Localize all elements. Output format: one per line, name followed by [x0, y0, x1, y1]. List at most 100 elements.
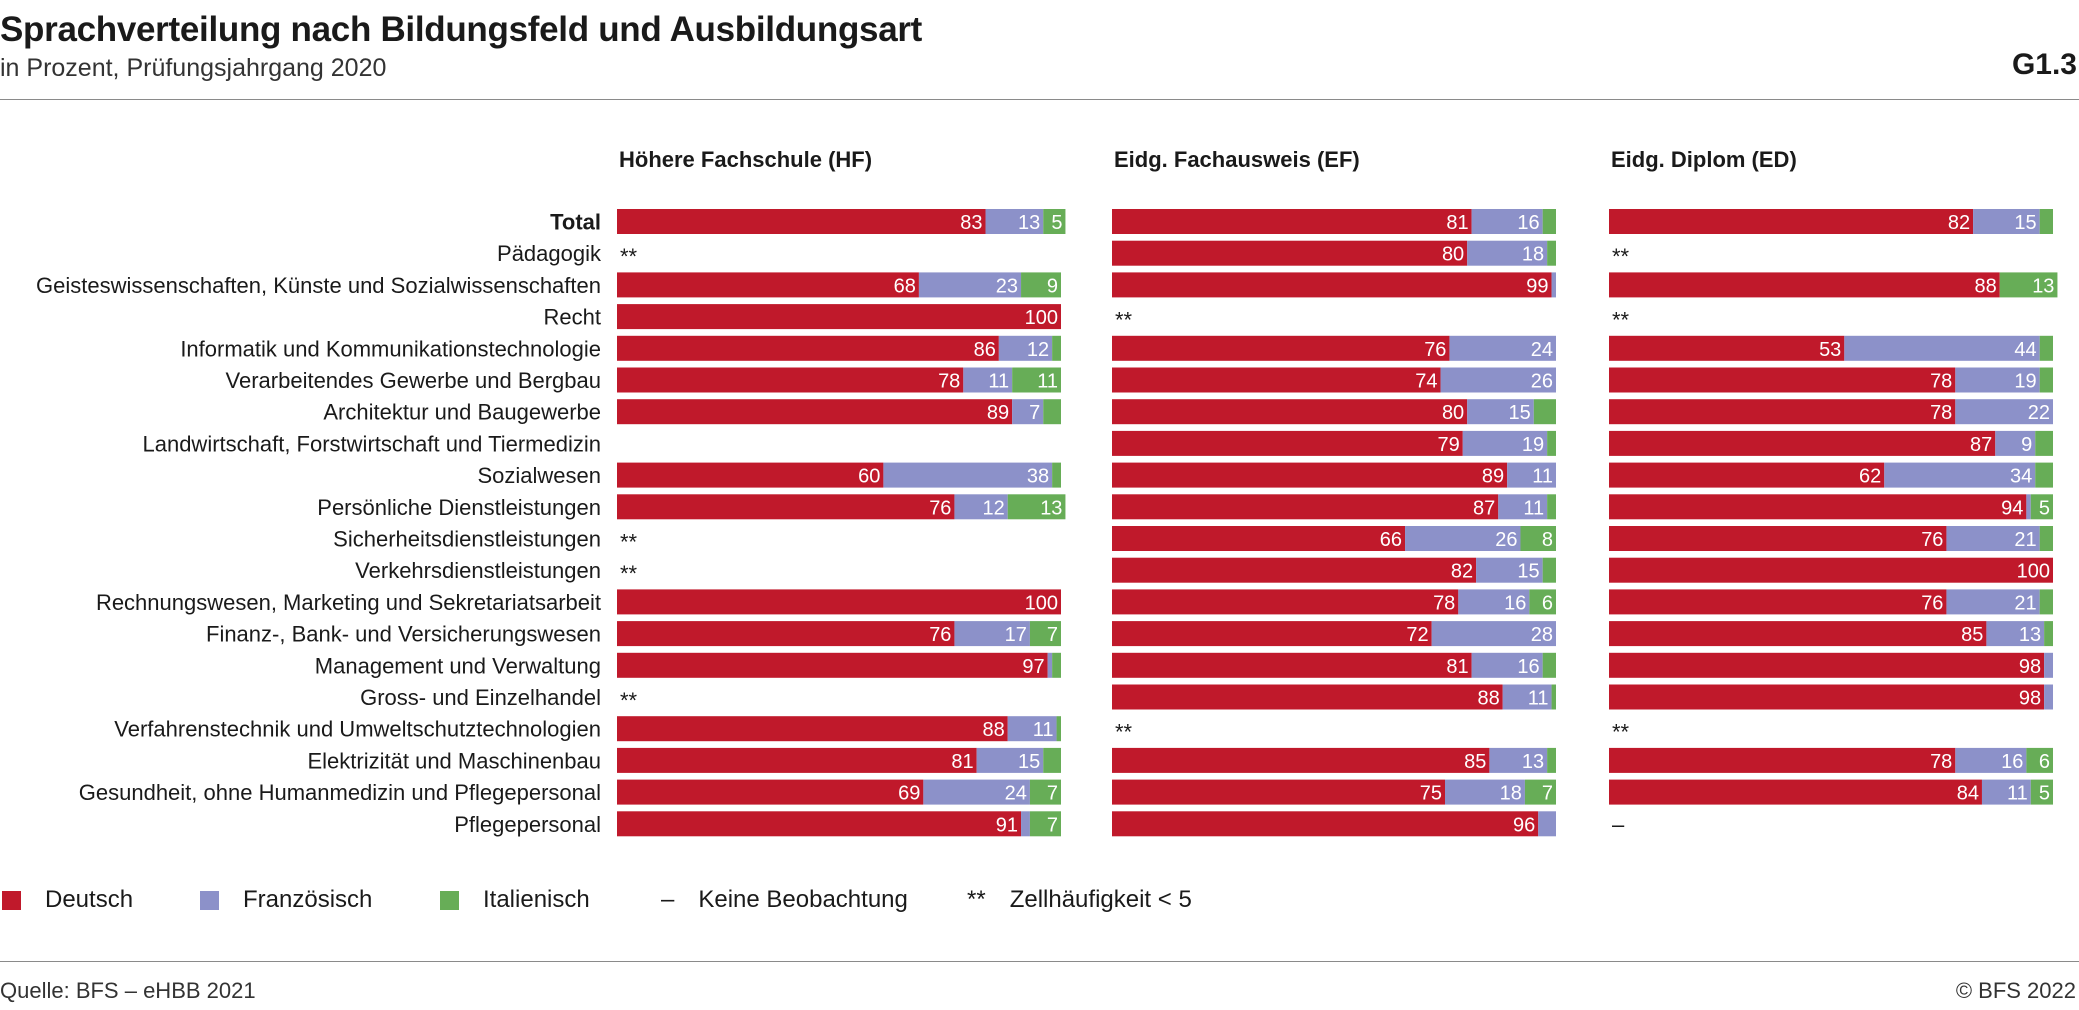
data-label: 9	[1047, 275, 1058, 297]
data-label: 15	[1018, 751, 1040, 773]
legend-label-franzoesisch: Französisch	[243, 886, 373, 913]
bar-segment-deutsch	[1609, 272, 2000, 298]
data-label: 74	[1415, 371, 1437, 393]
bar-segment-deutsch	[1112, 367, 1441, 393]
data-label: 82	[1451, 561, 1473, 583]
bar-segment-deutsch	[617, 399, 1013, 425]
bar-segment-italienisch	[1542, 209, 1556, 234]
category-label: Landwirtschaft, Forstwirtschaft und Tier…	[142, 431, 601, 456]
bar-segment-italienisch	[2044, 621, 2053, 647]
bar-segment-deutsch	[1112, 399, 1468, 425]
data-label: 5	[1051, 212, 1062, 234]
data-label: 88	[1974, 275, 1996, 297]
legend-label-italienisch: Italienisch	[483, 886, 590, 913]
bar-segment-deutsch	[617, 716, 1008, 742]
bar-segment-deutsch	[617, 589, 1061, 615]
data-label: 79	[1438, 434, 1460, 456]
data-label: 11	[1528, 688, 1549, 710]
bar-segment-italienisch	[1520, 526, 1556, 551]
copyright-note: © BFS 2022	[1955, 978, 2076, 1003]
bar-segment-französisch	[954, 621, 1030, 647]
data-label: 100	[1025, 307, 1058, 329]
data-label: 83	[960, 212, 982, 234]
bar-segment-italienisch	[1052, 462, 1061, 488]
bar-segment-französisch	[1507, 462, 1556, 488]
data-label: 53	[1819, 339, 1841, 361]
legend-deutsch: Deutsch	[2, 885, 133, 915]
bar-segment-italienisch	[1551, 684, 1556, 710]
data-label: 7	[1029, 402, 1040, 424]
panel-title: Eidg. Fachausweis (EF)	[1114, 147, 1360, 172]
data-label: 13	[1018, 212, 1040, 234]
data-label: 26	[1495, 529, 1517, 551]
data-label: 98	[2019, 656, 2041, 678]
category-label: Persönliche Dienstleistungen	[317, 495, 601, 520]
data-label: 11	[1523, 497, 1544, 519]
bar-segment-deutsch	[1112, 779, 1445, 805]
bar-segment-französisch	[1973, 209, 2040, 234]
data-label: 38	[1027, 466, 1049, 488]
bar-segment-italienisch	[1547, 240, 1556, 266]
data-label: 85	[1961, 624, 1983, 646]
bar-segment-französisch	[1995, 430, 2036, 456]
bar-segment-französisch	[1946, 589, 2040, 615]
category-label: Pädagogik	[497, 241, 602, 266]
data-label: 91	[996, 814, 1018, 836]
data-label: 21	[2014, 529, 2036, 551]
bar-segment-deutsch	[1112, 209, 1472, 234]
bar-segment-französisch	[918, 272, 1022, 298]
legend-symbol-stars: **	[967, 886, 986, 913]
footer-divider	[0, 961, 2079, 962]
data-label: 88	[1477, 688, 1499, 710]
bar-segment-französisch	[985, 209, 1044, 234]
category-label: Elektrizität und Maschinenbau	[308, 748, 602, 773]
data-label: 7	[1542, 783, 1553, 805]
data-label: 15	[1517, 561, 1539, 583]
data-label: 26	[1531, 371, 1553, 393]
bar-segment-italienisch	[1542, 557, 1556, 583]
data-label: 89	[1482, 466, 1504, 488]
bar-segment-deutsch	[617, 494, 955, 520]
bar-segment-deutsch	[1112, 240, 1468, 266]
data-label: 80	[1442, 402, 1464, 424]
bar-segment-deutsch	[1112, 621, 1432, 647]
data-label: 18	[1500, 783, 1522, 805]
suppressed-note: **	[1612, 720, 1630, 745]
bar-segment-deutsch	[1609, 557, 2053, 583]
data-label: 87	[1970, 434, 1992, 456]
data-label: 99	[1526, 275, 1548, 297]
data-label: 13	[2032, 275, 2054, 297]
header-divider	[0, 99, 2079, 100]
data-label: 78	[1930, 751, 1952, 773]
bar-segment-deutsch	[1112, 684, 1503, 710]
data-label: 68	[894, 275, 916, 297]
data-label: 6	[2039, 751, 2050, 773]
panel-title: Eidg. Diplom (ED)	[1611, 147, 1797, 172]
data-label: 76	[1921, 592, 1943, 614]
data-label: 88	[982, 719, 1004, 741]
data-label: 12	[982, 497, 1004, 519]
data-label: 94	[2001, 497, 2023, 519]
bar-segment-französisch	[1462, 430, 1548, 456]
data-label: 78	[1930, 402, 1952, 424]
bar-segment-französisch	[2044, 684, 2053, 710]
data-label: 28	[1531, 624, 1553, 646]
data-label: 11	[988, 371, 1009, 393]
bar-segment-italienisch	[1007, 494, 1066, 520]
category-label: Sozialwesen	[477, 463, 601, 488]
bar-segment-französisch	[923, 779, 1030, 805]
data-label: 66	[1380, 529, 1402, 551]
suppressed-note: **	[620, 530, 638, 555]
category-label: Sicherheitsdienstleistungen	[333, 527, 601, 552]
data-label: 16	[1517, 212, 1539, 234]
data-label: 81	[951, 751, 973, 773]
bar-segment-deutsch	[1609, 684, 2045, 710]
data-label: 34	[2010, 466, 2032, 488]
category-label: Verkehrsdienstleistungen	[355, 558, 601, 583]
bar-segment-italienisch	[1056, 716, 1061, 742]
bar-segment-italienisch	[1547, 430, 1556, 456]
bar-segment-italienisch	[1043, 209, 1066, 234]
bar-segment-deutsch	[1112, 526, 1406, 551]
bar-segment-italienisch	[2039, 335, 2053, 361]
bar-segment-deutsch	[1609, 462, 1885, 488]
